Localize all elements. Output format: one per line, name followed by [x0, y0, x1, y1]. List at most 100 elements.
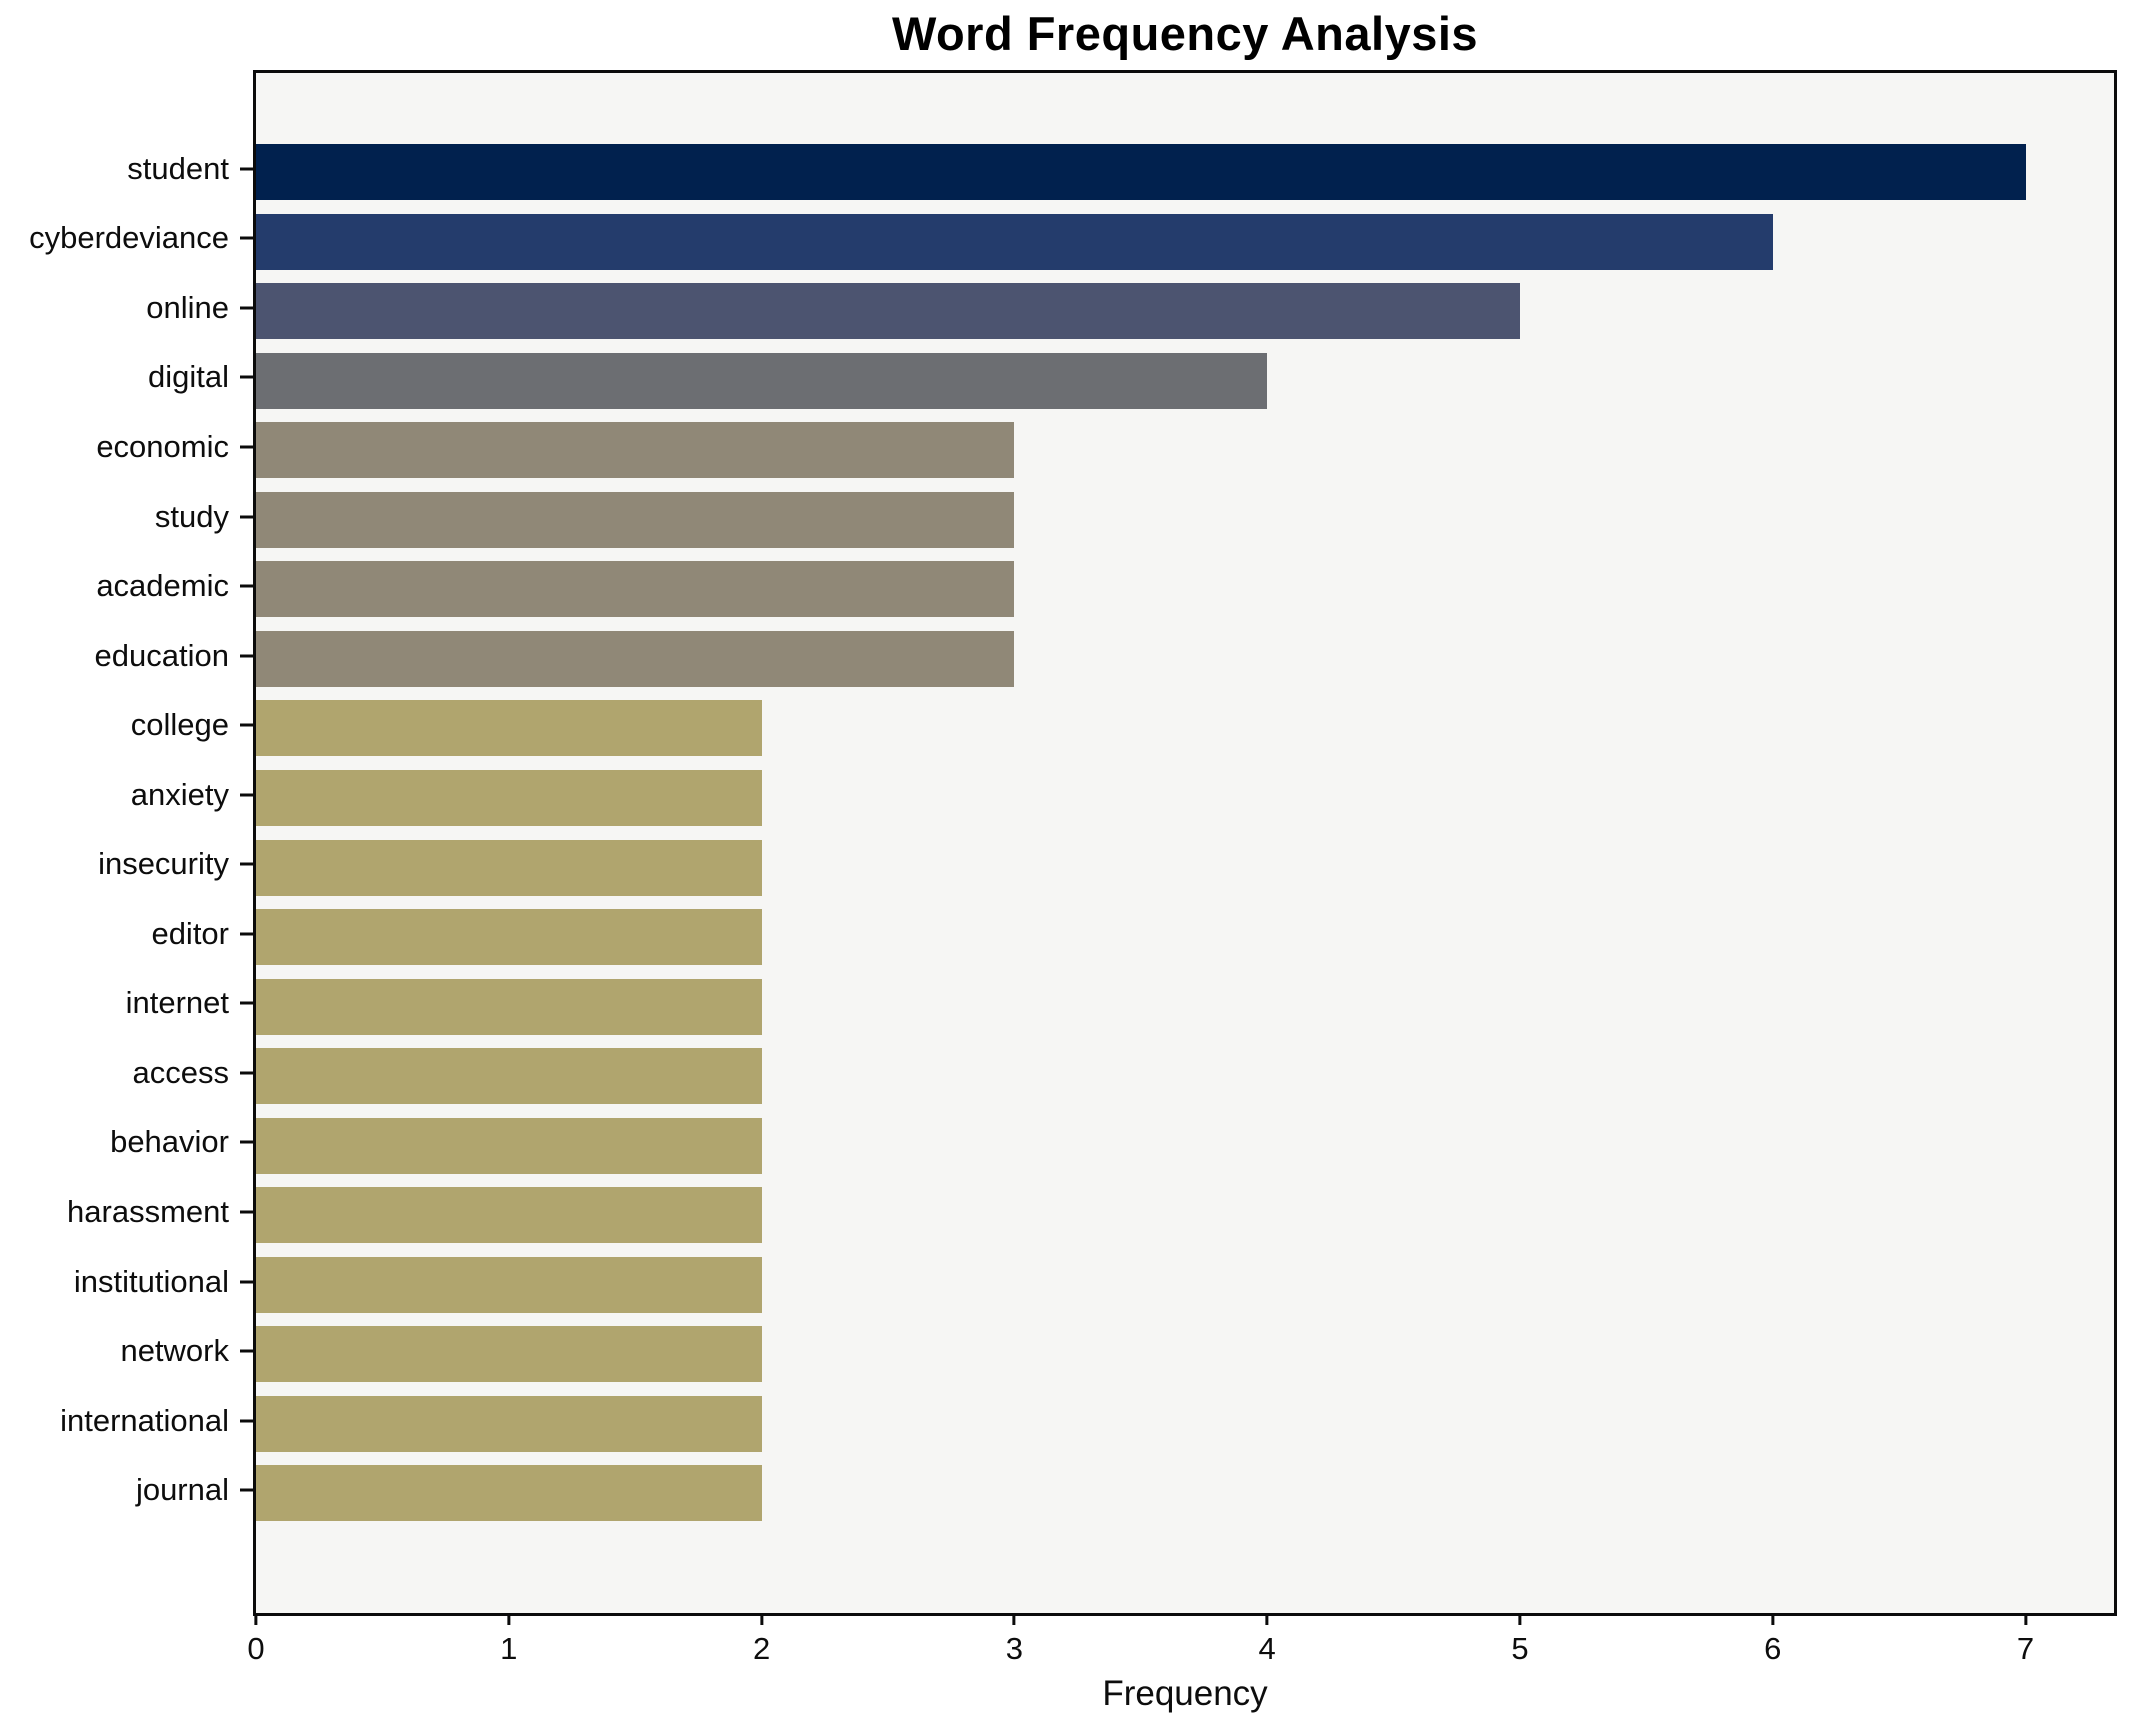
x-axis-title: Frequency [1102, 1674, 1268, 1713]
bar-row [256, 1389, 2114, 1459]
x-tick-mark [507, 1613, 511, 1625]
y-tick-label-harassment: harassment [67, 1194, 229, 1230]
y-tick-row: network [0, 1316, 253, 1386]
y-tick-row: journal [0, 1455, 253, 1525]
y-tick-row: student [0, 134, 253, 204]
bar-row [256, 276, 2114, 346]
bar-student [256, 144, 2026, 200]
y-tick-mark [240, 1488, 253, 1492]
y-tick-mark [240, 1349, 253, 1353]
y-tick-mark [240, 375, 253, 379]
y-tick-row: education [0, 621, 253, 691]
bar-row [256, 485, 2114, 555]
bar-insecurity [256, 839, 762, 896]
bar-row [256, 1458, 2114, 1528]
bar-row [256, 415, 2114, 485]
y-tick-mark [240, 862, 253, 866]
y-tick-label-behavior: behavior [110, 1124, 229, 1160]
y-tick-label-education: education [94, 637, 229, 673]
y-tick-label-journal: journal [135, 1472, 229, 1508]
bar-row [256, 346, 2114, 416]
bar-row [256, 902, 2114, 972]
x-tick-label: 6 [1764, 1631, 1782, 1666]
bar-row [256, 1180, 2114, 1250]
bar-international [256, 1395, 762, 1452]
y-tick-row: study [0, 482, 253, 552]
x-tick-mark [2024, 1613, 2028, 1625]
y-tick-label-anxiety: anxiety [130, 776, 229, 812]
x-tick-mark [1012, 1613, 1016, 1625]
x-tick-mark [760, 1613, 764, 1625]
bar-row [256, 207, 2114, 277]
bar-row [256, 1041, 2114, 1111]
x-tick-mark [254, 1613, 258, 1625]
y-tick-row: digital [0, 343, 253, 413]
y-tick-mark [240, 584, 253, 588]
x-tick-6: 6 [1764, 1613, 1781, 1667]
y-tick-mark [240, 1071, 253, 1075]
y-tick-row: insecurity [0, 830, 253, 900]
x-tick-mark [1265, 1613, 1269, 1625]
bars-layer [256, 73, 2114, 1613]
bar-row [256, 833, 2114, 903]
y-tick-row: international [0, 1386, 253, 1456]
bar-journal [256, 1465, 762, 1522]
y-tick-label-academic: academic [96, 568, 229, 604]
y-tick-label-access: access [132, 1054, 229, 1090]
bar-row [256, 763, 2114, 833]
bar-institutional [256, 1256, 762, 1313]
plot-area [253, 70, 2117, 1616]
bar-education [256, 630, 1015, 687]
y-tick-row: cyberdeviance [0, 204, 253, 274]
y-tick-row: institutional [0, 1247, 253, 1317]
y-tick-row: economic [0, 412, 253, 482]
bar-access [256, 1048, 762, 1105]
x-tick-3: 3 [1006, 1613, 1023, 1667]
bar-study [256, 491, 1015, 548]
x-tick-mark [1771, 1613, 1775, 1625]
bar-network [256, 1326, 762, 1383]
y-tick-label-editor: editor [151, 915, 229, 951]
y-tick-row: online [0, 273, 253, 343]
bar-row [256, 554, 2114, 624]
y-tick-mark [240, 167, 253, 171]
y-tick-row: editor [0, 899, 253, 969]
y-tick-label-digital: digital [148, 359, 229, 395]
y-tick-label-student: student [127, 150, 229, 186]
y-tick-mark [240, 932, 253, 936]
x-tick-0: 0 [247, 1613, 265, 1667]
y-tick-mark [240, 793, 253, 797]
bar-behavior [256, 1117, 762, 1174]
x-tick-5: 5 [1511, 1613, 1529, 1667]
y-tick-label-online: online [146, 289, 229, 325]
bar-harassment [256, 1187, 762, 1244]
bar-row [256, 693, 2114, 763]
bar-row [256, 137, 2114, 207]
x-tick-1: 1 [500, 1613, 517, 1667]
y-tick-mark [240, 723, 253, 727]
y-tick-mark [240, 445, 253, 449]
x-tick-label: 4 [1258, 1631, 1276, 1666]
bar-row [256, 972, 2114, 1042]
y-tick-mark [240, 1001, 253, 1005]
y-tick-mark [240, 1140, 253, 1144]
y-tick-row: college [0, 690, 253, 760]
y-tick-label-insecurity: insecurity [98, 846, 229, 882]
y-tick-mark [240, 236, 253, 240]
y-tick-label-cyberdeviance: cyberdeviance [29, 220, 229, 256]
y-tick-row: access [0, 1038, 253, 1108]
x-tick-4: 4 [1259, 1613, 1276, 1667]
bar-row [256, 1319, 2114, 1389]
y-tick-mark [240, 515, 253, 519]
x-tick-label: 7 [2016, 1631, 2035, 1666]
y-tick-label-economic: economic [96, 428, 229, 464]
y-tick-mark [240, 1280, 253, 1284]
bar-internet [256, 978, 762, 1035]
y-tick-label-institutional: institutional [73, 1263, 229, 1299]
bar-anxiety [256, 769, 762, 826]
x-tick-2: 2 [753, 1613, 770, 1667]
bar-row [256, 1111, 2114, 1181]
bar-cyberdeviance [256, 213, 1773, 270]
y-tick-label-internet: internet [125, 985, 229, 1021]
x-tick-label: 3 [1005, 1631, 1023, 1666]
